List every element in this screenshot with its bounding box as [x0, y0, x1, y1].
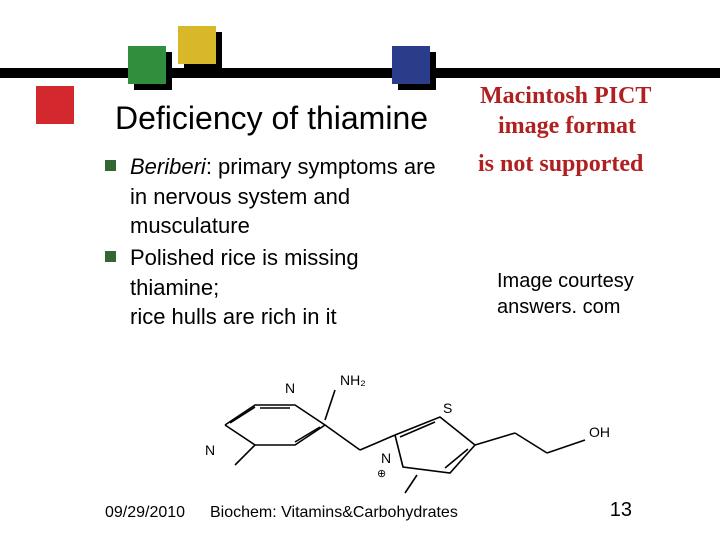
thiamine-structure-icon: N N NH₂ N ⊕ S OH: [185, 355, 675, 495]
pict-error-text: image format: [498, 112, 636, 141]
footer-title: Biochem: Vitamins&Carbohydrates: [210, 504, 458, 522]
page-title: Deficiency of thiamine: [115, 100, 428, 137]
list-item: Polished rice is missing thiamine; rice …: [105, 243, 450, 332]
bullet-text: Polished rice is missing thiamine; rice …: [130, 243, 450, 332]
bullet-icon: [105, 251, 116, 262]
square-red: [36, 86, 74, 124]
bullet-text: Beriberi: primary symptoms are in nervou…: [130, 152, 450, 241]
pict-line: Macintosh PICT: [480, 82, 651, 111]
pict-error-text: Macintosh PICT: [480, 82, 651, 111]
italic-term: Beriberi: [130, 154, 206, 179]
list-item: Beriberi: primary symptoms are in nervou…: [105, 152, 450, 241]
image-caption: Image courtesy answers. com: [497, 268, 634, 320]
footer-date: 09/29/2010: [105, 504, 185, 522]
pict-error-text: is not supported: [478, 150, 643, 179]
chem-label: OH: [589, 424, 610, 440]
pict-line: image format: [498, 112, 636, 141]
caption-line: Image courtesy: [497, 268, 634, 294]
chem-label: ⊕: [377, 468, 386, 480]
chem-label: N: [205, 442, 215, 458]
pict-line: is not supported: [478, 150, 643, 179]
square-blue: [392, 46, 430, 84]
square-yellow: [178, 26, 216, 64]
chem-label: N: [381, 450, 391, 466]
chem-label: N: [285, 380, 295, 396]
chem-label: S: [443, 400, 452, 416]
square-green: [128, 46, 166, 84]
header-bar: [0, 68, 720, 78]
bullet-list: Beriberi: primary symptoms are in nervou…: [105, 152, 450, 334]
caption-line: answers. com: [497, 294, 634, 320]
chem-label: NH₂: [340, 372, 366, 388]
bullet-icon: [105, 160, 116, 171]
page-number: 13: [610, 499, 632, 522]
